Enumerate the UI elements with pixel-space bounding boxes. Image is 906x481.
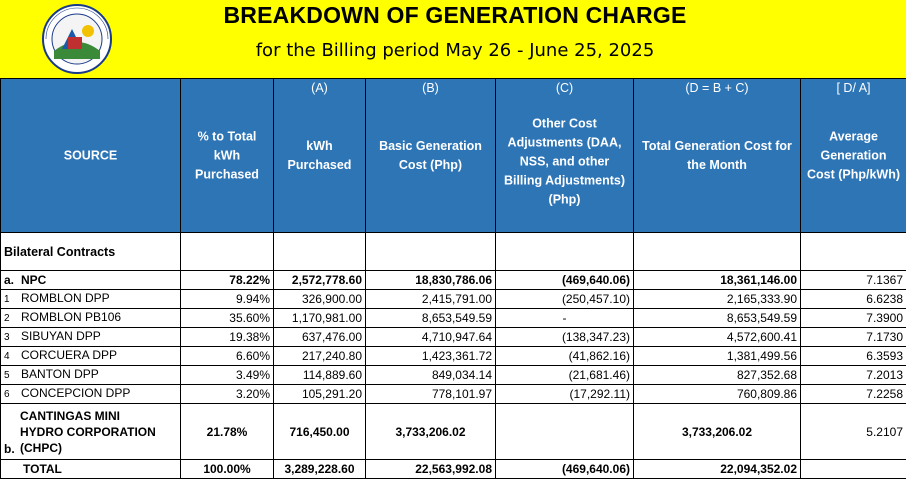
row-pct: 78.22% <box>180 270 274 290</box>
cooperative-logo-icon <box>42 4 112 74</box>
generation-charge-table: SOURCE % to Total kWh Purchased (A) kWh P… <box>0 78 906 479</box>
table-row: a. NPC 78.22% 2,572,778.60 18,830,786.06 (469… <box>0 270 906 290</box>
col-avg-header: [ D/ A] Average Generation Cost (Php/kWh) <box>800 78 906 233</box>
table-row: 6 CONCEPCION DPP 3.20% 105,291.20 778,101.97… <box>0 384 906 404</box>
row-avg: 7.2013 <box>800 365 906 385</box>
row-kwh: 1,170,981.00 <box>273 308 366 328</box>
row-avg: 7.3900 <box>800 308 906 328</box>
table-row: 4 CORCUERA DPP 6.60% 217,240.80 1,423,361.72… <box>0 346 906 366</box>
row-total: 8,653,549.59 <box>633 308 801 328</box>
col-source-header: SOURCE <box>0 78 181 233</box>
page-header: BREAKDOWN OF GENERATION CHARGE for the B… <box>0 0 906 78</box>
row-pct: 3.49% <box>180 365 274 385</box>
billing-period: for the Billing period May 26 - June 25,… <box>255 40 655 61</box>
row-avg: 7.1730 <box>800 327 906 347</box>
col-total-header: (D = B + C) Total Generation Cost for the… <box>633 78 801 233</box>
col-other-header: (C) Other Cost Adjustments (DAA, NSS, and… <box>495 78 634 233</box>
col-pct-header: % to Total kWh Purchased <box>180 78 274 233</box>
row-basic: 2,415,791.00 <box>365 289 496 309</box>
row-other: (17,292.11) <box>495 384 634 404</box>
table-row: 1 ROMBLON DPP 9.94% 326,900.00 2,415,791.00(… <box>0 289 906 309</box>
row-source: 4 CORCUERA DPP <box>0 346 181 366</box>
col-kwh-header: (A) kWh Purchased <box>273 78 366 233</box>
row-pct: 9.94% <box>180 289 274 309</box>
row-kwh: 105,291.20 <box>273 384 366 404</box>
col-basic-header: (B) Basic Generation Cost (Php) <box>365 78 496 233</box>
row-pct: 19.38% <box>180 327 274 347</box>
row-total: 2,165,333.90 <box>633 289 801 309</box>
row-basic: 8,653,549.59 <box>365 308 496 328</box>
row-kwh: 2,572,778.60 <box>273 270 366 290</box>
row-source: 1 ROMBLON DPP <box>0 289 181 309</box>
row-kwh: 114,889.60 <box>273 365 366 385</box>
section-label: Bilateral Contracts <box>0 232 181 271</box>
row-basic: 778,101.97 <box>365 384 496 404</box>
row-total: 1,381,499.56 <box>633 346 801 366</box>
row-source: 3 SIBUYAN DPP <box>0 327 181 347</box>
table-row-chpc: b. CANTINGAS MINI HYDRO CORPORATION (CHPC)… <box>0 403 906 460</box>
row-other: (250,457.10) <box>495 289 634 309</box>
row-total: 4,572,600.41 <box>633 327 801 347</box>
row-basic: 18,830,786.06 <box>365 270 496 290</box>
row-basic: 1,423,361.72 <box>365 346 496 366</box>
table-row-total: TOTAL 100.00% 3,289,228.60 22,563,992.08… <box>0 459 906 479</box>
row-total: 827,352.68 <box>633 365 801 385</box>
row-basic: 849,034.14 <box>365 365 496 385</box>
row-avg: 6.6238 <box>800 289 906 309</box>
row-avg: 7.1367 <box>800 270 906 290</box>
row-avg: 7.2258 <box>800 384 906 404</box>
row-pct: 35.60% <box>180 308 274 328</box>
row-kwh: 217,240.80 <box>273 346 366 366</box>
chpc-source: CANTINGAS MINI HYDRO CORPORATION (CHPC) <box>20 408 156 455</box>
row-kwh: 637,476.00 <box>273 327 366 347</box>
row-avg: 6.3593 <box>800 346 906 366</box>
row-total: 18,361,146.00 <box>633 270 801 290</box>
row-kwh: 326,900.00 <box>273 289 366 309</box>
row-source: 6 CONCEPCION DPP <box>0 384 181 404</box>
row-pct: 3.20% <box>180 384 274 404</box>
row-other: (138,347.23) <box>495 327 634 347</box>
table-row: 5 BANTON DPP 3.49% 114,889.60 849,034.14 (21,… <box>0 365 906 385</box>
row-source: 2 ROMBLON PB106 <box>0 308 181 328</box>
row-other: (41,862.16) <box>495 346 634 366</box>
table-row: 3 SIBUYAN DPP 19.38% 637,476.00 4,710,947.64… <box>0 327 906 347</box>
page-title: BREAKDOWN OF GENERATION CHARGE <box>223 2 687 28</box>
row-pct: 6.60% <box>180 346 274 366</box>
row-basic: 4,710,947.64 <box>365 327 496 347</box>
row-source: a. NPC <box>0 270 181 290</box>
table-row: 2 ROMBLON PB106 35.60% 1,170,981.00 8,653,54… <box>0 308 906 328</box>
row-total: 760,809.86 <box>633 384 801 404</box>
row-other: (21,681.46) <box>495 365 634 385</box>
row-other: (469,640.06) <box>495 270 634 290</box>
row-source: 5 BANTON DPP <box>0 365 181 385</box>
row-other: - <box>495 308 634 328</box>
